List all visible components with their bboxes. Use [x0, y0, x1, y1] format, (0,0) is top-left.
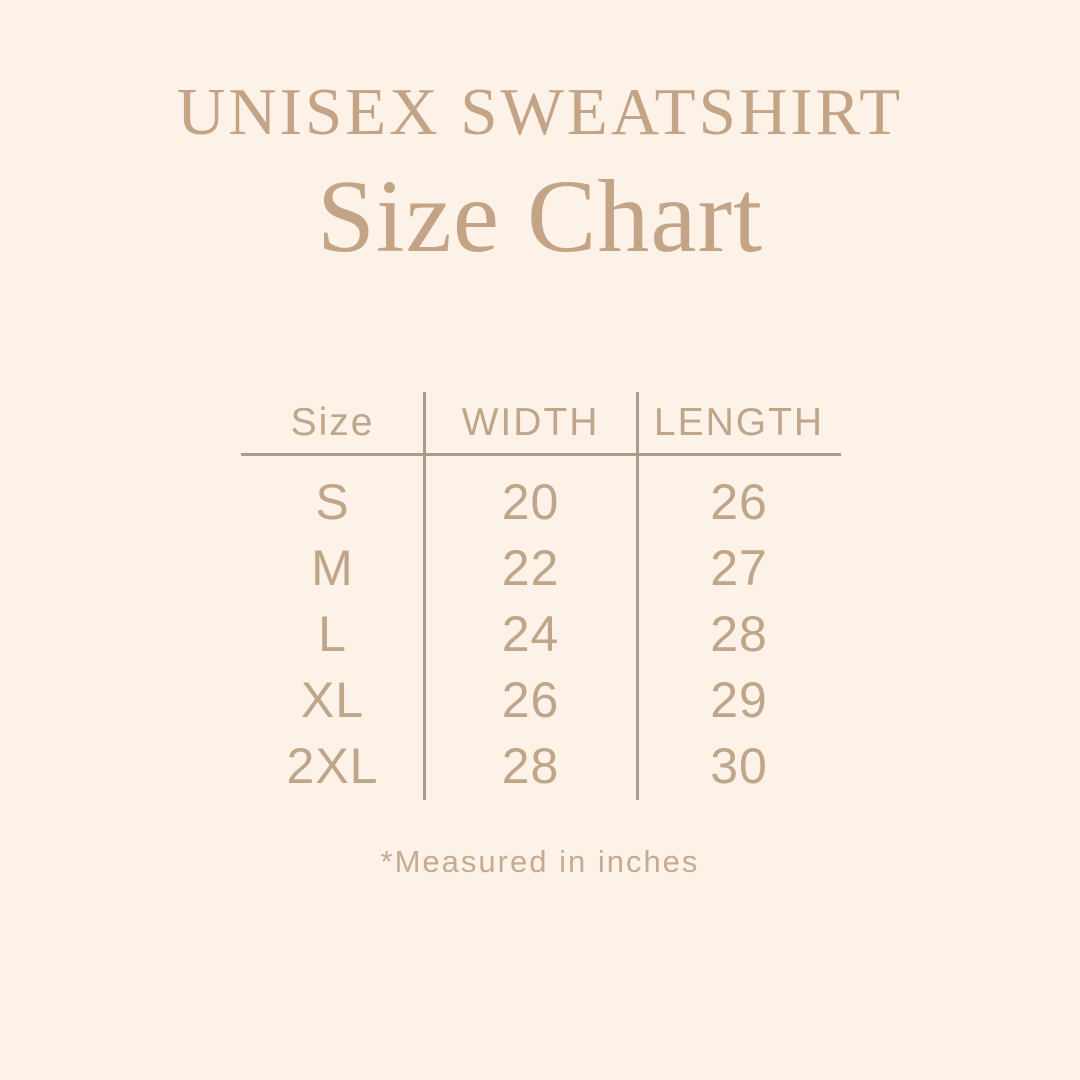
- measurement-note: *Measured in inches: [380, 844, 700, 879]
- table-cell-length: 30: [710, 738, 768, 794]
- table-cell-width: 24: [501, 606, 560, 662]
- size-table: Size WIDTH LENGTH S 20 26 M 22 27 L 24 2…: [241, 392, 841, 800]
- table-cell-size: XL: [300, 672, 365, 728]
- column-header-size: Size: [290, 400, 375, 444]
- table-cell-size: 2XL: [286, 738, 379, 794]
- table-cell-size: L: [318, 606, 347, 662]
- table-cell-length: 26: [710, 474, 768, 530]
- column-header-length: LENGTH: [653, 400, 825, 444]
- column-header-width: WIDTH: [461, 400, 600, 444]
- table-cell-length: 29: [710, 672, 768, 728]
- header-divider-line: [241, 453, 841, 456]
- table-cell-width: 28: [501, 738, 560, 794]
- column-divider-line-left: [423, 392, 426, 800]
- table-cell-width: 26: [501, 672, 560, 728]
- table-cell-length: 27: [710, 540, 768, 596]
- table-cell-length: 28: [710, 606, 768, 662]
- page-title: UNISEX SWEATSHIRT: [176, 75, 904, 149]
- table-cell-size: M: [311, 540, 354, 596]
- table-cell-size: S: [315, 474, 350, 530]
- header-gap: [241, 453, 841, 469]
- table-cell-width: 22: [501, 540, 560, 596]
- page-subtitle: Size Chart: [316, 159, 764, 274]
- column-divider-line-right: [636, 392, 639, 800]
- table-cell-width: 20: [501, 474, 560, 530]
